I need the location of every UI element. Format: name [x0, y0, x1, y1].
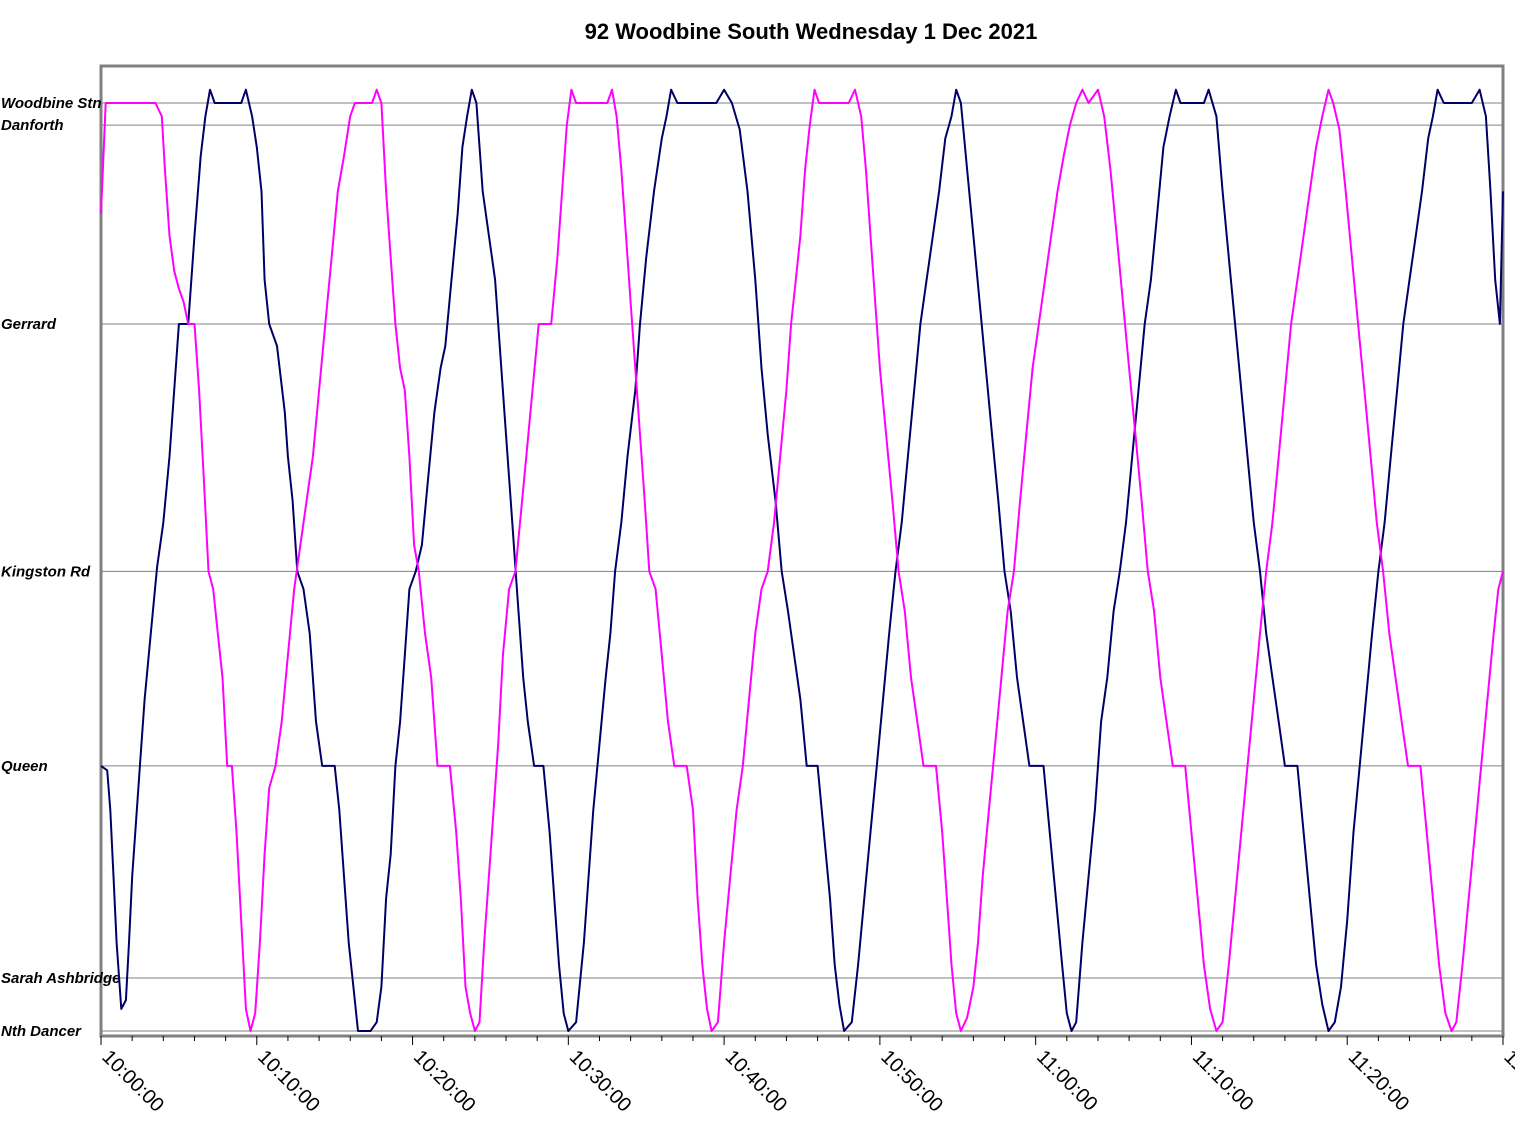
stop-label: Woodbine Stn	[1, 95, 102, 112]
x-tick-label: 10:10:00	[253, 1046, 324, 1117]
x-tick-label: 10:20:00	[409, 1046, 480, 1117]
series-group	[100, 88, 1504, 1032]
x-tick-label: 11:30:00	[1499, 1046, 1515, 1116]
x-tick-label: 11:20:00	[1344, 1046, 1414, 1116]
x-tick-label: 10:40:00	[721, 1046, 792, 1117]
stop-label: Danforth	[1, 117, 64, 134]
stop-label: Sarah Ashbridge	[1, 970, 120, 987]
stop-labels: Woodbine Stn Danforth Gerrard Kingston Rd Qu…	[1, 95, 120, 1040]
x-tick-label: 10:50:00	[876, 1046, 947, 1117]
series-line-2	[100, 88, 1504, 1032]
stop-label: Queen	[1, 758, 48, 775]
series-line-1	[100, 88, 1504, 1032]
stop-label: Kingston Rd	[1, 563, 91, 580]
x-tick-label: 10:00:00	[97, 1046, 168, 1117]
x-axis: 10:00:00 10:10:00 10:20:00 10:30:00 10:40:00…	[97, 1036, 1515, 1117]
stop-label: Nth Dancer	[1, 1023, 82, 1040]
x-tick-label: 10:30:00	[565, 1046, 636, 1117]
stop-label: Gerrard	[1, 316, 57, 333]
chart-title: 92 Woodbine South Wednesday 1 Dec 2021	[585, 19, 1038, 44]
x-tick-label: 11:00:00	[1032, 1046, 1102, 1116]
x-tick-label: 11:10:00	[1188, 1046, 1258, 1116]
